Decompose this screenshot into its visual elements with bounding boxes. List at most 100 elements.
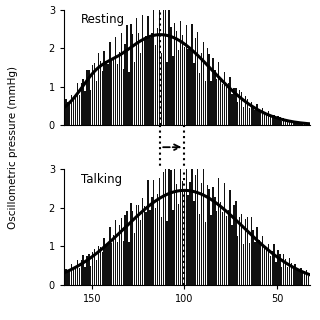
Bar: [222, 212, 223, 285]
Bar: [310, 274, 311, 285]
Bar: [197, 165, 198, 285]
Bar: [209, 189, 210, 285]
Bar: [107, 64, 108, 125]
Bar: [237, 236, 238, 285]
Bar: [189, 48, 191, 125]
Bar: [243, 244, 244, 285]
Bar: [65, 269, 67, 285]
Bar: [245, 219, 246, 285]
Bar: [176, 184, 177, 285]
Bar: [308, 276, 309, 285]
Bar: [210, 81, 212, 125]
Bar: [123, 68, 124, 125]
Bar: [121, 218, 122, 285]
Bar: [229, 190, 231, 285]
Bar: [268, 111, 269, 125]
Bar: [186, 26, 187, 125]
Bar: [195, 38, 196, 125]
Bar: [193, 63, 195, 125]
Bar: [146, 36, 147, 125]
Bar: [279, 254, 281, 285]
Bar: [119, 225, 120, 285]
Bar: [105, 245, 107, 285]
Bar: [271, 116, 273, 125]
Bar: [109, 42, 110, 125]
Bar: [300, 122, 301, 125]
Bar: [128, 72, 130, 125]
Bar: [174, 23, 175, 125]
Bar: [292, 122, 294, 125]
Bar: [287, 267, 288, 285]
Bar: [207, 185, 208, 285]
Bar: [73, 269, 74, 285]
Bar: [292, 269, 294, 285]
Bar: [69, 103, 70, 125]
Bar: [199, 214, 200, 285]
Bar: [79, 94, 80, 125]
Bar: [119, 52, 120, 125]
Bar: [308, 124, 309, 125]
Bar: [262, 236, 263, 285]
Bar: [216, 79, 218, 125]
Bar: [174, 165, 175, 285]
Bar: [233, 88, 235, 125]
Bar: [73, 100, 74, 125]
Bar: [275, 262, 277, 285]
Bar: [195, 175, 196, 285]
Bar: [203, 42, 204, 125]
Bar: [300, 268, 301, 285]
Bar: [218, 61, 220, 125]
Bar: [121, 33, 122, 125]
Bar: [247, 99, 248, 125]
Bar: [281, 121, 283, 125]
Bar: [188, 49, 189, 125]
Bar: [81, 260, 82, 285]
Bar: [251, 102, 252, 125]
Bar: [231, 94, 233, 125]
Bar: [279, 117, 281, 125]
Bar: [140, 53, 141, 125]
Bar: [241, 214, 242, 285]
Bar: [71, 95, 72, 125]
Bar: [98, 53, 99, 125]
Bar: [63, 274, 65, 285]
Bar: [105, 61, 107, 125]
Bar: [273, 115, 275, 125]
Bar: [83, 255, 84, 285]
Bar: [220, 78, 221, 125]
Bar: [164, 167, 166, 285]
Bar: [111, 243, 112, 285]
Bar: [189, 182, 191, 285]
Bar: [159, 3, 160, 125]
Bar: [201, 183, 202, 285]
Bar: [136, 205, 137, 285]
Bar: [123, 241, 124, 285]
Bar: [170, 171, 172, 285]
Bar: [228, 83, 229, 125]
Bar: [90, 90, 92, 125]
Bar: [109, 227, 110, 285]
Bar: [186, 166, 187, 285]
Bar: [237, 102, 238, 125]
Bar: [88, 70, 90, 125]
Bar: [298, 271, 300, 285]
Bar: [270, 117, 271, 125]
Bar: [134, 233, 135, 285]
Bar: [207, 48, 208, 125]
Bar: [151, 33, 153, 125]
Bar: [126, 212, 128, 285]
Bar: [182, 35, 183, 125]
Bar: [304, 123, 305, 125]
Bar: [191, 24, 193, 125]
Bar: [296, 268, 298, 285]
Bar: [71, 264, 72, 285]
Bar: [113, 58, 114, 125]
Bar: [231, 225, 233, 285]
Bar: [98, 246, 99, 285]
Bar: [79, 268, 80, 285]
Bar: [67, 271, 68, 285]
Bar: [151, 197, 153, 285]
Bar: [291, 263, 292, 285]
Bar: [161, 53, 162, 125]
Bar: [258, 110, 260, 125]
